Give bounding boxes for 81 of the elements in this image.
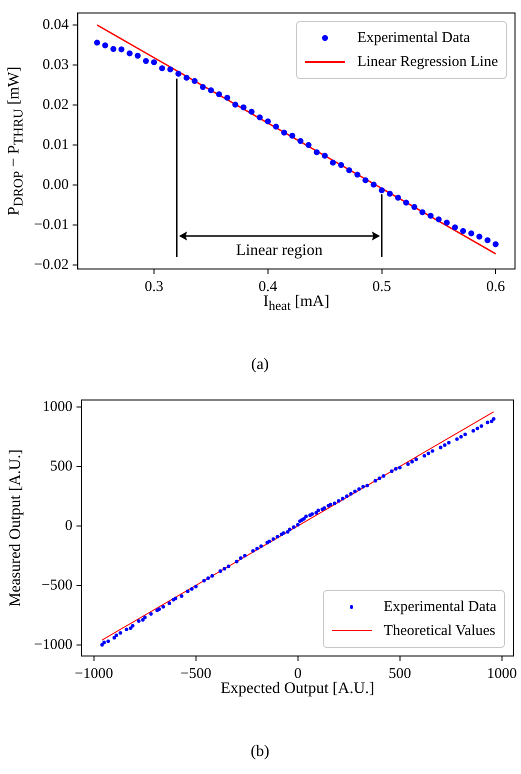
point [395,194,402,201]
point [306,142,312,148]
point [362,177,368,184]
point [386,190,393,197]
legend-label: Linear Regression Line [357,54,498,70]
point [411,204,418,210]
y-tick-label: 0.02 [42,96,69,113]
point [264,118,271,124]
point [126,50,133,56]
point [240,104,247,110]
annotation: Linear region [236,242,323,260]
point [256,114,263,120]
y-tick-label: −0.02 [34,256,69,273]
point [354,172,360,178]
y-axis-title: Measured Output [A.U.] [7,449,25,607]
x-tick-label: 0.5 [372,278,392,295]
point [184,74,190,81]
point [175,70,182,77]
point [403,200,410,206]
point [118,46,124,52]
point [338,162,344,168]
point [370,182,377,188]
point [330,160,336,166]
point [419,209,426,216]
text: (a) [251,356,269,374]
point [492,241,499,248]
point [192,78,198,84]
y-tick-label: 1000 [42,398,72,415]
x-tick-label: 0.4 [258,278,278,295]
x-tick-label: 0.3 [144,278,164,295]
point [248,108,255,115]
legend-label: Theoretical Values [384,622,496,640]
point [444,220,450,226]
x-tick-label: −500 [180,666,212,682]
y-tick-label: −1000 [34,636,72,653]
point [468,230,474,236]
point [216,91,222,98]
y-tick-label: 0.00 [42,176,69,193]
x-tick-label: 1000 [486,666,517,682]
point [281,130,288,136]
legend-label: Experimental Data [384,598,496,616]
x-tick-label: 0 [294,666,302,682]
point [452,224,458,230]
point [151,59,158,66]
point [208,87,214,94]
x-tick-label: −1000 [74,666,114,682]
point [159,65,166,72]
y-tick-label: 500 [50,458,72,474]
point [110,46,116,52]
point [142,58,149,64]
point [200,84,206,90]
point [102,42,108,48]
point [428,212,434,219]
x-axis-title: Expected Output [A.U.] [220,680,374,698]
point [436,216,442,222]
y-tick-label: 0 [64,518,72,534]
x-tick-label: 500 [388,666,412,682]
point [134,52,141,59]
y-tick-label: 0.04 [42,16,70,33]
y-tick-label: −500 [41,577,72,594]
point [94,40,100,46]
point [378,187,385,194]
x-tick-label: 0.6 [486,278,506,295]
point [272,124,279,130]
point [224,94,230,101]
y-tick-label: −0.01 [34,216,69,233]
point [232,102,238,108]
point [314,149,320,156]
legend-label: Experimental Data [357,30,470,46]
y-tick-label: 0.03 [42,56,69,73]
point [289,132,296,139]
point [346,167,352,174]
x-axis-title: I$_{heat}$ [mA] [263,293,330,314]
point [297,138,304,144]
point [484,237,491,244]
text: (b) [250,743,270,761]
y-tick-label: 0.01 [42,136,69,153]
point [322,152,328,159]
point [167,66,174,72]
point [476,234,482,240]
point [460,228,466,234]
